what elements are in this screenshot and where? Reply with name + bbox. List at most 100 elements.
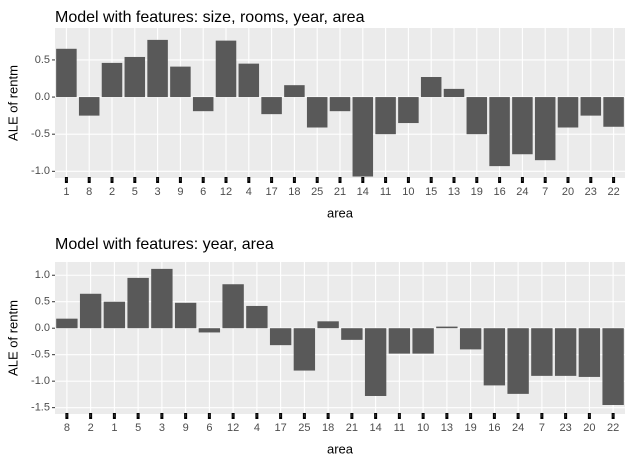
y-tick-label: 1.0: [35, 269, 50, 281]
x-tick-label: 24: [516, 186, 528, 198]
bar: [147, 39, 168, 98]
bar: [483, 328, 506, 386]
x-tick-label: 2: [109, 186, 115, 198]
chart-title: Model with features: size, rooms, year, …: [55, 9, 365, 26]
y-tick-label: 0.5: [35, 296, 50, 308]
x-tick-label: 1: [63, 186, 69, 198]
x-tick-label: 5: [135, 422, 141, 434]
x-tick-label: 1: [111, 422, 117, 434]
bar: [222, 284, 244, 329]
x-tick-label: 2: [88, 422, 94, 434]
y-tick-label: -0.5: [31, 349, 50, 361]
chart-title: Model with features: year, area: [55, 236, 274, 253]
bar: [554, 328, 577, 376]
x-tick-label: 8: [86, 186, 92, 198]
bar: [174, 302, 197, 329]
bar: [412, 328, 434, 354]
x-tick-label: 24: [512, 422, 524, 434]
x-tick-label: 13: [441, 422, 453, 434]
y-tick-label: 0.5: [35, 54, 50, 66]
bar: [124, 56, 146, 98]
x-tick-label: 15: [425, 186, 437, 198]
x-tick-label: 16: [493, 186, 505, 198]
bar: [329, 97, 351, 112]
bar: [489, 97, 510, 167]
bar: [507, 328, 529, 394]
x-tick-label: 10: [417, 422, 429, 434]
x-tick-label: 18: [322, 422, 334, 434]
x-tick-label: 9: [177, 186, 183, 198]
bar: [79, 293, 102, 329]
bar: [352, 97, 374, 177]
bar: [578, 328, 601, 377]
y-tick-label: -0.5: [31, 128, 50, 140]
y-tick-label: -1.0: [31, 375, 50, 387]
x-tick-label: 16: [488, 422, 500, 434]
bar: [364, 328, 387, 396]
bar: [78, 97, 100, 116]
x-tick-label: 18: [288, 186, 300, 198]
plot-background: [55, 262, 625, 414]
y-tick-label: -1.5: [31, 402, 50, 414]
x-tick-label: 17: [265, 186, 277, 198]
bar: [436, 326, 458, 329]
x-tick-label: 7: [539, 422, 545, 434]
y-axis-title: ALE of rentm: [5, 65, 20, 141]
x-tick-label: 19: [471, 186, 483, 198]
bar: [56, 318, 78, 329]
x-tick-label: 19: [465, 422, 477, 434]
x-tick-label: 14: [357, 186, 369, 198]
bar: [215, 40, 237, 98]
bar: [261, 97, 282, 115]
bar: [317, 321, 339, 329]
bar: [603, 97, 624, 127]
x-tick-label: 12: [220, 186, 232, 198]
x-tick-label: 23: [560, 422, 572, 434]
bar: [306, 97, 328, 128]
y-tick-label: 0.0: [35, 322, 50, 334]
x-tick-label: 17: [275, 422, 287, 434]
bar: [420, 77, 442, 98]
bar: [284, 85, 305, 98]
x-axis-title: area: [327, 205, 354, 220]
x-tick-label: 4: [246, 186, 252, 198]
bar: [398, 97, 419, 124]
x-tick-label: 4: [254, 422, 260, 434]
x-tick-label: 9: [183, 422, 189, 434]
bar: [512, 97, 533, 155]
bar: [466, 97, 488, 135]
x-tick-label: 25: [311, 186, 323, 198]
y-tick-label: 0.0: [35, 91, 50, 103]
bar: [246, 305, 268, 329]
bar: [534, 97, 556, 161]
bar: [151, 268, 173, 329]
bar: [341, 328, 363, 340]
bar: [170, 66, 191, 98]
x-tick-label: 20: [583, 422, 595, 434]
x-tick-label: 25: [298, 422, 310, 434]
x-tick-label: 23: [585, 186, 597, 198]
y-axis-title: ALE of rentm: [5, 300, 20, 376]
y-tick-label: -1.0: [31, 165, 50, 177]
x-tick-label: 5: [132, 186, 138, 198]
bar: [388, 328, 411, 354]
x-tick-label: 7: [542, 186, 548, 198]
bar: [198, 328, 221, 333]
x-tick-label: 11: [394, 422, 405, 434]
x-tick-label: 12: [227, 422, 239, 434]
bar: [56, 48, 77, 98]
x-tick-label: 6: [200, 186, 206, 198]
bar: [192, 97, 214, 112]
x-tick-label: 10: [402, 186, 414, 198]
bar: [531, 328, 553, 376]
bar: [293, 328, 316, 371]
bar: [269, 328, 292, 346]
x-tick-label: 22: [607, 186, 619, 198]
x-tick-label: 20: [562, 186, 574, 198]
x-tick-label: 8: [64, 422, 70, 434]
x-axis-title: area: [327, 441, 354, 456]
bar: [602, 328, 624, 405]
x-tick-label: 21: [334, 186, 346, 198]
x-tick-label: 3: [155, 186, 161, 198]
